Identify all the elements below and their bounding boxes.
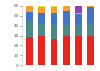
Bar xyxy=(38,7,45,13)
Bar xyxy=(38,6,45,7)
Bar xyxy=(50,7,57,13)
Bar xyxy=(26,12,33,21)
Bar xyxy=(50,25,57,39)
Bar xyxy=(38,24,45,36)
Bar xyxy=(75,25,82,36)
Bar xyxy=(75,13,82,14)
Bar xyxy=(26,6,33,12)
Bar xyxy=(63,6,69,11)
Bar xyxy=(75,6,82,13)
Bar xyxy=(75,14,82,25)
Bar xyxy=(50,6,57,7)
Bar xyxy=(63,36,69,65)
Bar xyxy=(87,36,94,65)
Bar xyxy=(63,11,69,25)
Bar xyxy=(50,13,57,25)
Bar xyxy=(26,21,33,37)
Bar xyxy=(87,23,94,36)
Bar xyxy=(87,6,94,7)
Bar xyxy=(38,13,45,24)
Bar xyxy=(38,36,45,65)
Bar xyxy=(50,39,57,65)
Bar xyxy=(87,7,94,23)
Bar xyxy=(75,36,82,65)
Bar xyxy=(63,25,69,36)
Bar xyxy=(26,37,33,65)
